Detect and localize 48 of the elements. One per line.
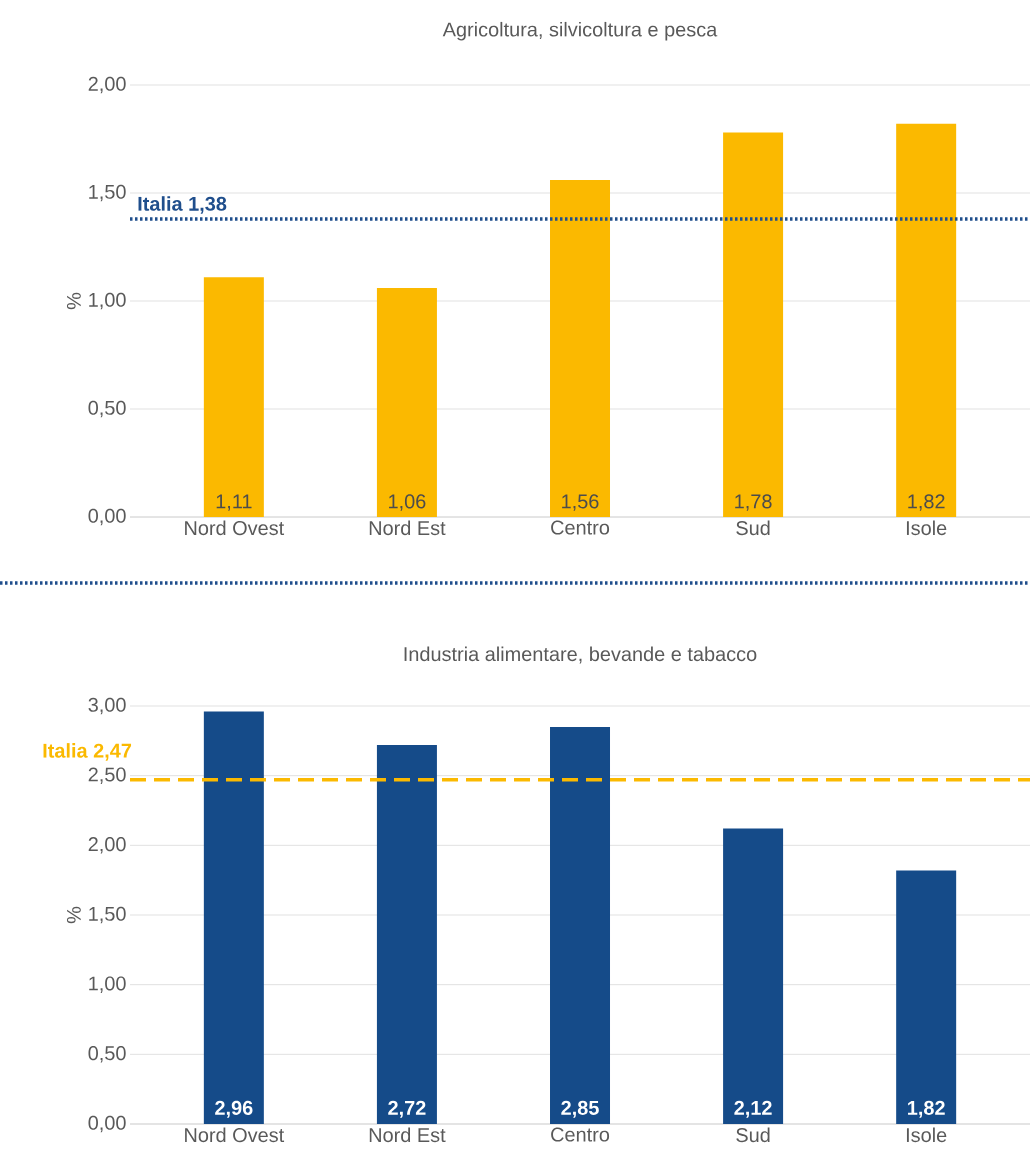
bar: [723, 828, 784, 1124]
data-label: 2,72: [388, 1100, 426, 1118]
bar: [203, 277, 264, 517]
y-tick-label: 0,50: [88, 1046, 126, 1063]
data-label: 2,12: [734, 1100, 772, 1118]
data-label: 1,06: [389, 494, 426, 511]
bar: [203, 711, 264, 1124]
y-tick-label: 1,50: [89, 184, 126, 202]
y-tick-label: 3,00: [88, 697, 126, 715]
x-tick-label: Isole: [906, 520, 947, 536]
data-label: 2,96: [215, 1100, 253, 1118]
x-tick-label: Nord Ovest: [185, 1127, 285, 1143]
ref-line-label: Italia 2,47: [43, 743, 132, 761]
data-label: 2,85: [561, 1100, 599, 1118]
y-axis-title: %: [66, 292, 81, 310]
y-tick-label: 2,00: [88, 76, 126, 94]
data-label: 1,82: [908, 1100, 945, 1118]
data-label: 1,78: [735, 494, 772, 511]
data-label: 1,82: [908, 494, 945, 511]
bar: [550, 726, 611, 1124]
data-label: 1,11: [216, 494, 252, 511]
y-tick-label: 0,00: [88, 508, 126, 526]
chart-title: Agricoltura, silvicoltura e pesca: [442, 21, 718, 41]
bar: [723, 132, 784, 517]
x-tick-label: Nord Est: [369, 520, 446, 536]
y-tick-label: 2,50: [88, 767, 126, 784]
y-tick-label: 1,50: [89, 906, 126, 924]
bar: [896, 870, 957, 1124]
bar: [376, 745, 437, 1124]
y-tick-label: 0,50: [88, 400, 126, 418]
y-tick-label: 2,00: [88, 837, 126, 854]
y-tick-label: 1,00: [89, 292, 126, 310]
data-label: 1,56: [562, 494, 599, 511]
x-tick-label: Centro: [551, 520, 610, 535]
ref-line-label: Italia 1,38: [138, 196, 227, 214]
y-axis-title: %: [66, 906, 81, 924]
bar: [550, 180, 611, 517]
bar: [896, 123, 957, 517]
x-tick-label: Isole: [906, 1127, 947, 1143]
x-tick-label: Sud: [736, 1127, 770, 1143]
x-tick-label: Nord Ovest: [185, 520, 285, 536]
y-tick-label: 0,00: [88, 1115, 126, 1133]
chart-title: Industria alimentare, bevande e tabacco: [404, 646, 757, 664]
x-tick-label: Nord Est: [369, 1127, 446, 1143]
x-tick-label: Sud: [736, 520, 770, 536]
bar: [376, 288, 437, 517]
y-tick-label: 1,00: [89, 976, 126, 993]
x-tick-label: Centro: [551, 1127, 610, 1142]
